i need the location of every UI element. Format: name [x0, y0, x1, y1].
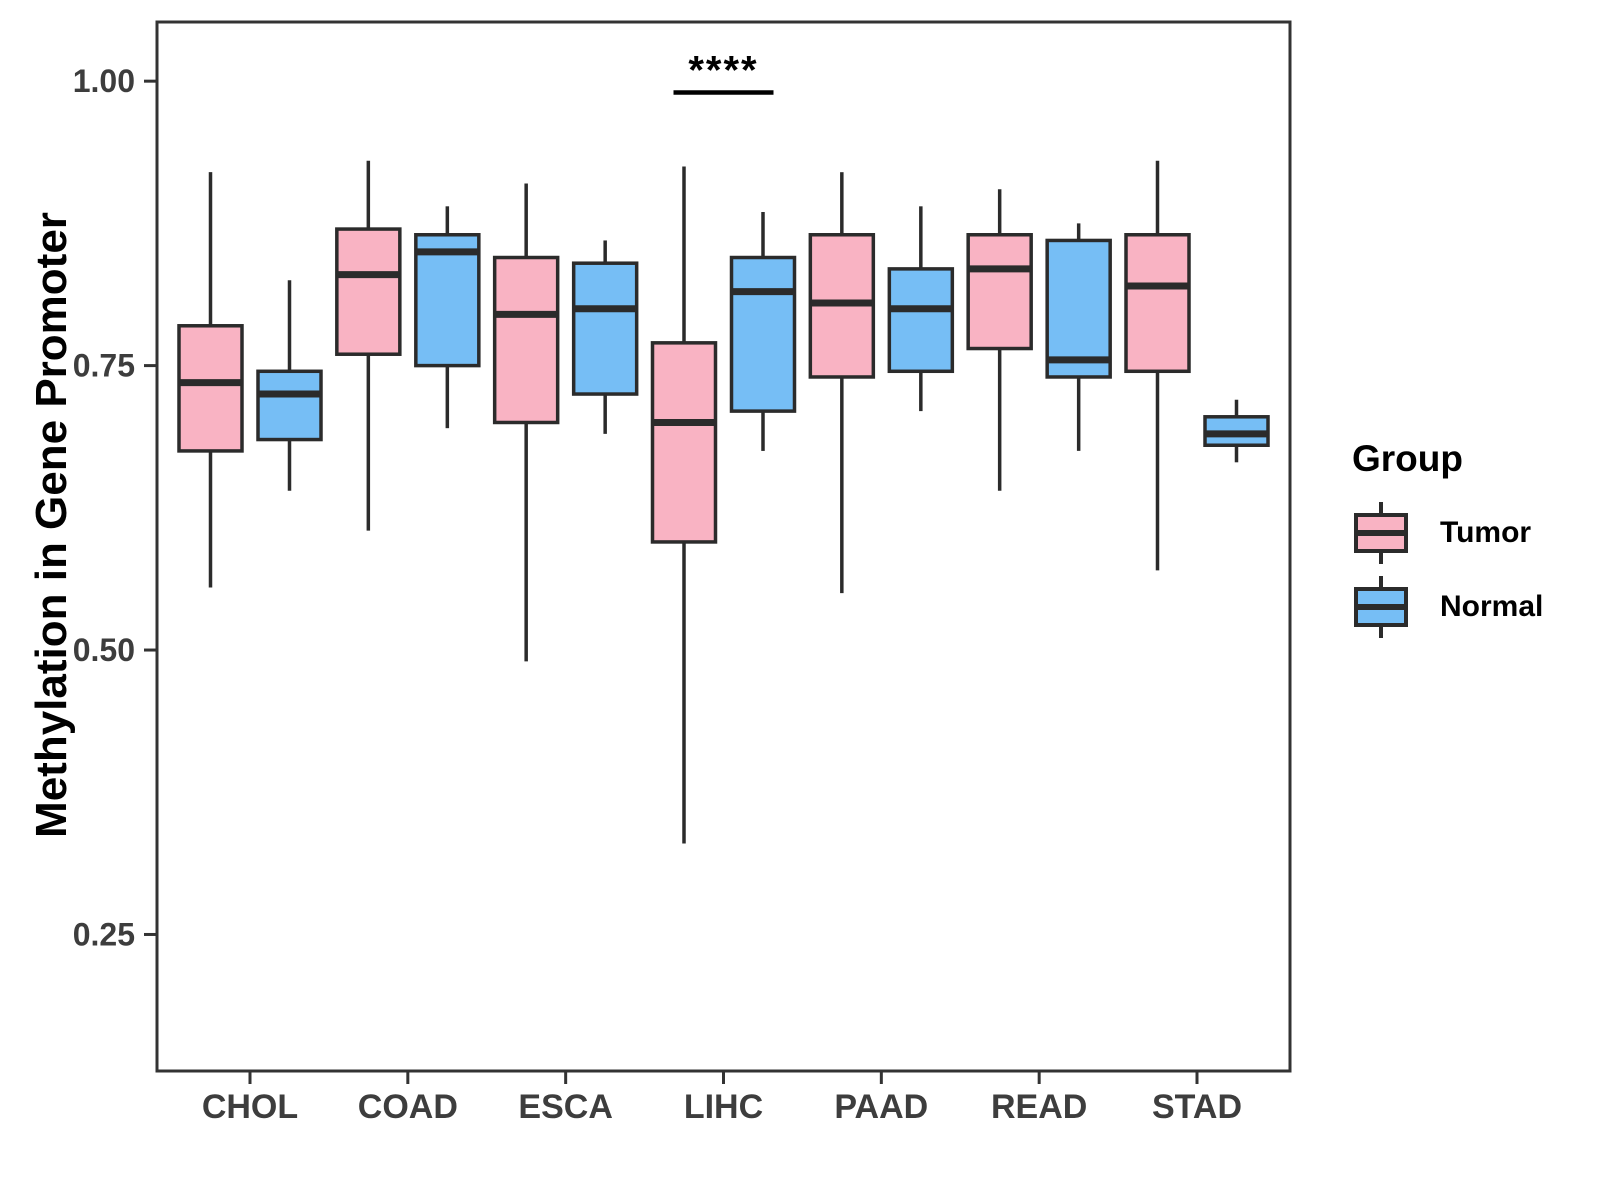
legend-title: Group [1352, 438, 1463, 479]
box-tumor-coad [335, 227, 402, 356]
legend-item-label: Tumor [1440, 516, 1532, 549]
x-tick-label: READ [991, 1088, 1087, 1126]
significance-stars: **** [688, 49, 758, 93]
legend-items: Tumor Normal [1352, 500, 1592, 640]
x-tick-label: PAAD [834, 1088, 928, 1126]
box-normal-coad [414, 233, 481, 368]
box-normal-lihc [729, 255, 797, 413]
box-normal-paad [887, 267, 955, 374]
y-tick-label: 0.50 [73, 632, 135, 668]
x-tick-label: ESCA [518, 1088, 612, 1126]
legend-item-label: Normal [1440, 590, 1544, 623]
legend-key-boxplot-icon [1354, 576, 1408, 638]
box-tumor-esca [492, 255, 560, 425]
y-tick-label: 0.75 [73, 348, 135, 384]
box-tumor-lihc [650, 341, 718, 544]
y-tick-label: 1.00 [73, 63, 135, 99]
legend-key-boxplot-icon [1354, 502, 1408, 564]
y-tick-label: 0.25 [73, 916, 135, 952]
box-normal-read [1045, 238, 1112, 379]
legend-item-normal: Normal [1352, 574, 1592, 640]
plot-border [155, 20, 1292, 1073]
x-tick-label: LIHC [684, 1088, 763, 1126]
x-tick-label: COAD [358, 1088, 458, 1126]
box-normal-esca [571, 261, 639, 396]
x-tick-label: STAD [1152, 1088, 1242, 1126]
box-tumor-chol [177, 324, 244, 453]
box-normal-chol [256, 369, 323, 442]
box-tumor-stad [1124, 233, 1191, 374]
legend: Group Tumor Normal [1352, 438, 1592, 648]
legend-item-tumor: Tumor [1352, 500, 1592, 566]
box-tumor-read [966, 233, 1033, 351]
x-tick-label: CHOL [202, 1088, 298, 1126]
y-axis-title: Methylation in Gene Promoter [27, 212, 76, 838]
